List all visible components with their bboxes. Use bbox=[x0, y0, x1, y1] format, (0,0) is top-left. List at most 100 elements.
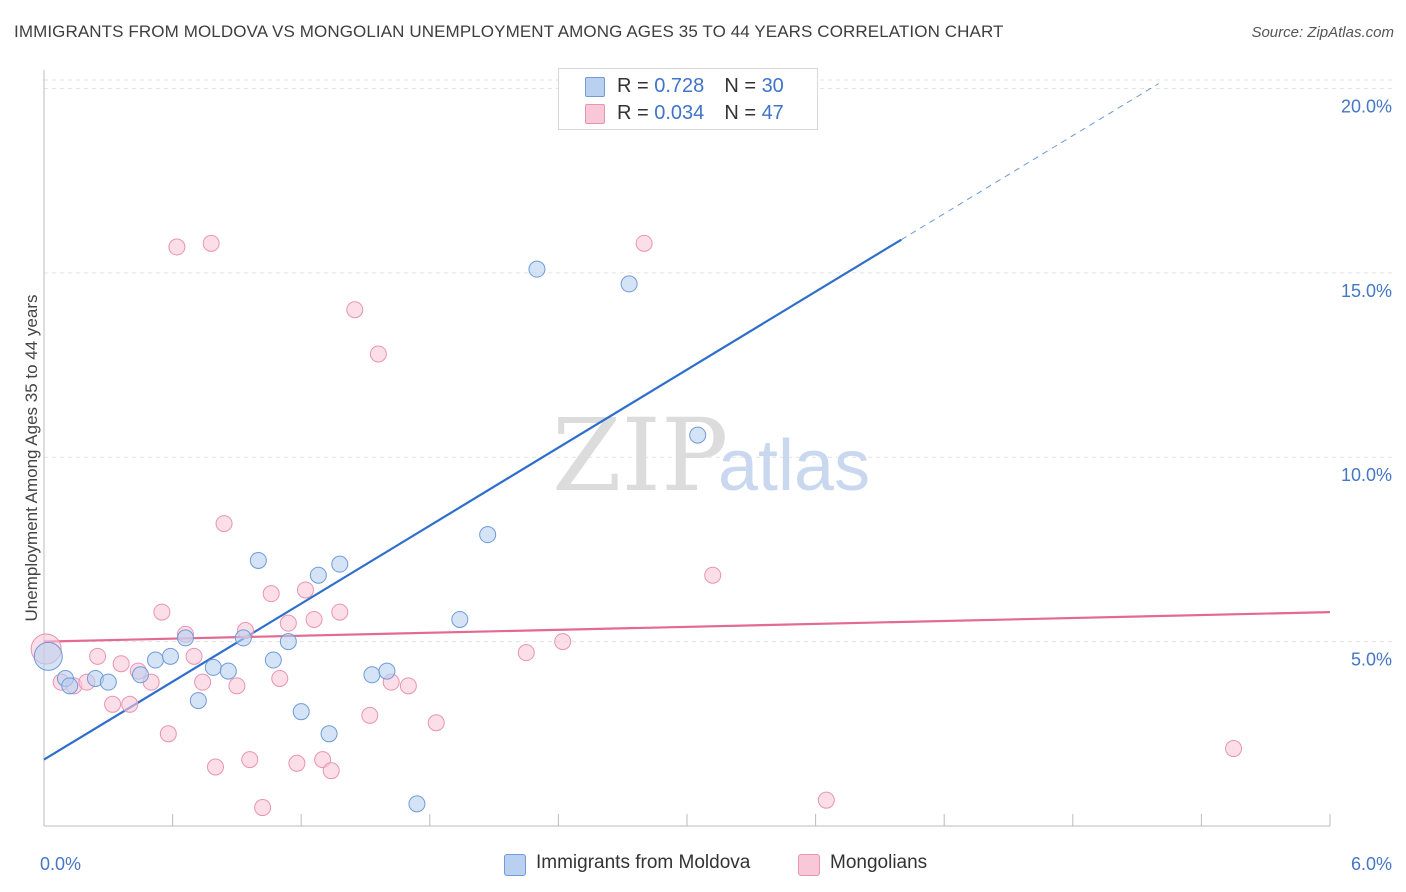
legend-mongolian-text: R = 0.034 N = 47 bbox=[617, 102, 784, 125]
moldova-point bbox=[689, 426, 707, 444]
y-axis-label: Unemployment Among Ages 35 to 44 years bbox=[22, 295, 41, 622]
moldova-point bbox=[292, 703, 310, 721]
mongolian-point bbox=[185, 647, 203, 665]
mongolian-point bbox=[369, 345, 387, 363]
series-legend: Immigrants from Moldova Mongolians bbox=[0, 852, 1406, 878]
mongolian-point bbox=[322, 762, 340, 780]
legend-mongolian-n-label: N = bbox=[724, 102, 762, 124]
mongolian-point bbox=[399, 677, 417, 695]
moldova-point bbox=[219, 662, 237, 680]
moldova-point bbox=[99, 673, 117, 691]
mongolian-points bbox=[30, 234, 1243, 817]
legend-moldova-r-value: 0.728 bbox=[654, 75, 705, 97]
moldova-point bbox=[320, 725, 338, 743]
gridlines bbox=[44, 79, 1392, 643]
moldova-trend-line bbox=[43, 238, 902, 761]
mongolian-point bbox=[121, 695, 139, 713]
correlation-legend: R = 0.728 N = 30 R = 0.034 N = 47 bbox=[558, 68, 818, 130]
mongolian-point bbox=[262, 585, 280, 603]
mongolian-point bbox=[89, 647, 107, 665]
x-tick-label-min: 0.0% bbox=[40, 854, 81, 874]
moldova-point bbox=[479, 526, 497, 544]
moldova-point bbox=[528, 260, 546, 278]
y-tick-label: 20.0% bbox=[1341, 96, 1392, 116]
watermark-atlas-text: atlas bbox=[718, 426, 870, 506]
moldova-legend-swatch bbox=[504, 854, 526, 876]
y-tick-label: 5.0% bbox=[1351, 650, 1392, 670]
mongolian-point bbox=[288, 754, 306, 772]
mongolian-point bbox=[296, 581, 314, 599]
moldova-point bbox=[408, 795, 426, 813]
moldova-point bbox=[146, 651, 164, 669]
moldova-point bbox=[161, 647, 179, 665]
legend-moldova-n-label: N = bbox=[724, 75, 762, 97]
mongolian-point bbox=[361, 706, 379, 724]
moldova-point bbox=[189, 692, 207, 710]
legend-moldova-r-label: R = bbox=[617, 75, 655, 97]
mongolian-point bbox=[159, 725, 177, 743]
mongolian-point bbox=[279, 614, 297, 632]
legend-moldova-text: R = 0.728 N = 30 bbox=[617, 75, 784, 98]
moldova-point bbox=[176, 629, 194, 647]
moldova-point bbox=[234, 629, 252, 647]
axes bbox=[43, 70, 1331, 827]
moldova-point bbox=[620, 275, 638, 293]
mongolian-point bbox=[305, 610, 323, 628]
moldova-trend-extension bbox=[901, 83, 1159, 241]
mongolian-point bbox=[817, 791, 835, 809]
trend-lines bbox=[43, 83, 1331, 761]
mongolian-point bbox=[153, 603, 171, 621]
moldova-point bbox=[61, 677, 79, 695]
chart-title: IMMIGRANTS FROM MOLDOVA VS MONGOLIAN UNE… bbox=[14, 22, 1004, 41]
mongolian-point bbox=[346, 301, 364, 319]
mongolian-point bbox=[271, 669, 289, 687]
watermark-zip-text: ZIP bbox=[552, 397, 728, 514]
moldova-swatch bbox=[585, 77, 605, 97]
moldova-point bbox=[309, 566, 327, 584]
legend-mongolian-r-label: R = bbox=[617, 102, 655, 124]
x-tick-label-max: 6.0% bbox=[1351, 854, 1392, 874]
mongolian-point bbox=[206, 758, 224, 776]
moldova-point bbox=[131, 666, 149, 684]
mongolian-point bbox=[554, 633, 572, 651]
mongolian-point bbox=[241, 751, 259, 769]
mongolian-point bbox=[254, 799, 272, 817]
legend-mongolian-n-value: 47 bbox=[761, 102, 784, 124]
mongolian-point bbox=[517, 644, 535, 662]
mongolian-point bbox=[331, 603, 349, 621]
mongolian-point bbox=[112, 655, 130, 673]
mongolian-swatch bbox=[585, 104, 605, 124]
x-tick-labels: 0.0% 6.0% bbox=[40, 854, 1392, 874]
source-label: Source: ZipAtlas.com bbox=[1251, 24, 1394, 41]
moldova-point bbox=[249, 551, 267, 569]
moldova-point bbox=[331, 555, 349, 573]
mongolian-point bbox=[704, 566, 722, 584]
legend-label-mongolian: Mongolians bbox=[830, 852, 928, 873]
mongolian-trend-line bbox=[43, 611, 1331, 643]
moldova-points bbox=[33, 260, 707, 813]
mongolian-point bbox=[427, 714, 445, 732]
y-tick-labels: 5.0% 10.0% 15.0% 20.0% bbox=[1341, 96, 1392, 669]
moldova-point bbox=[378, 662, 396, 680]
mongolian-point bbox=[215, 515, 233, 533]
moldova-point bbox=[279, 633, 297, 651]
moldova-point bbox=[33, 641, 63, 671]
y-tick-label: 15.0% bbox=[1341, 281, 1392, 301]
legend-mongolian-r-value: 0.034 bbox=[654, 102, 705, 124]
watermark: ZIP atlas bbox=[552, 397, 870, 514]
mongolian-point bbox=[168, 238, 186, 256]
mongolian-point bbox=[228, 677, 246, 695]
mongolian-point bbox=[1225, 740, 1243, 758]
mongolian-point bbox=[104, 695, 122, 713]
legend-moldova-n-value: 30 bbox=[761, 75, 784, 97]
mongolian-legend-swatch bbox=[798, 854, 820, 876]
y-tick-label: 10.0% bbox=[1341, 465, 1392, 485]
moldova-point bbox=[451, 610, 469, 628]
moldova-point bbox=[264, 651, 282, 669]
mongolian-point bbox=[635, 234, 653, 252]
moldova-point bbox=[363, 666, 381, 684]
legend-label-moldova: Immigrants from Moldova bbox=[536, 852, 751, 873]
mongolian-point bbox=[202, 234, 220, 252]
moldova-point bbox=[204, 658, 222, 676]
